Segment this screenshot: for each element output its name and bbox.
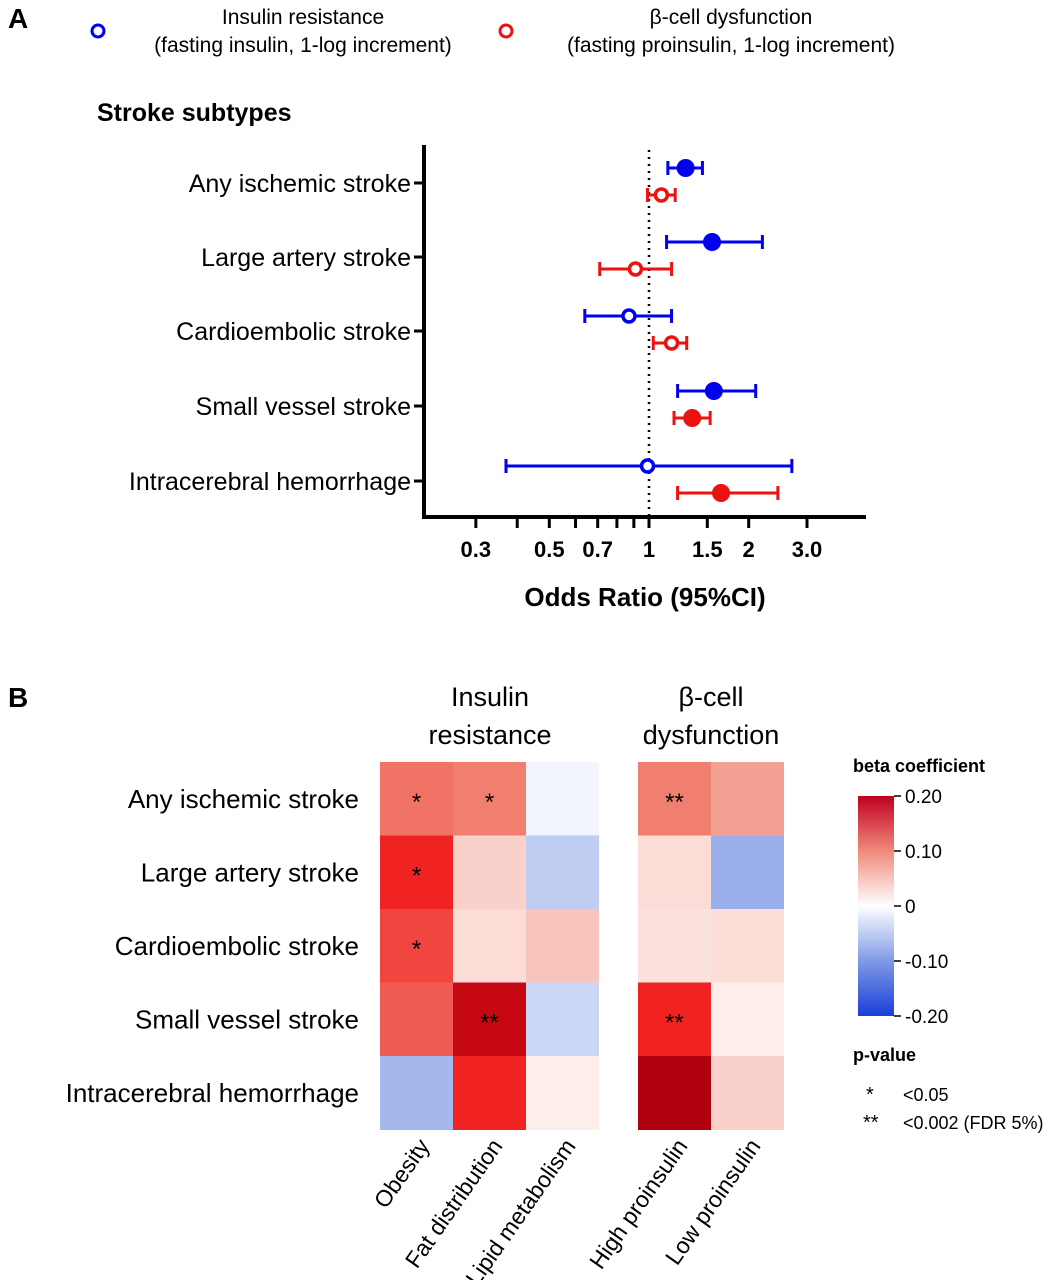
point-estimate	[653, 187, 670, 203]
y-tick-group: Any ischemic stroke Large artery stroke Ca…	[129, 170, 424, 496]
colorbar-title: beta coefficient	[853, 756, 985, 776]
panel-b-label: B	[8, 682, 28, 713]
heatmap-cell	[453, 762, 526, 836]
x-tick-label: 2	[743, 537, 755, 562]
heatmap-cell	[526, 982, 599, 1057]
heatmap-cell	[711, 909, 784, 983]
y-tick-label: Large artery stroke	[201, 244, 411, 272]
heatmap-cell	[453, 1056, 526, 1130]
heatmap-row-label: Small vessel stroke	[135, 1004, 359, 1034]
colorbar-tick-label: 0.20	[905, 787, 942, 808]
colorbar-tick-label: -0.10	[905, 952, 948, 973]
heatmap-row-label: Large artery stroke	[141, 857, 359, 887]
point-estimate	[683, 409, 702, 427]
significance-marker: **	[480, 1009, 499, 1036]
pvalue-symbol-2: **	[863, 1112, 879, 1134]
panel-a-legend: Insulin resistance (fasting insulin, 1-l…	[90, 6, 895, 57]
x-tick-label: 0.3	[461, 537, 492, 562]
heatmap-cell	[526, 1056, 599, 1130]
heatmap-cell	[380, 835, 453, 910]
y-tick-label: Any ischemic stroke	[189, 170, 411, 198]
x-tick-label: 0.5	[534, 537, 565, 562]
heatmap-cell	[380, 1056, 453, 1130]
heatmap-cell	[711, 1056, 784, 1130]
heatmap-cell	[711, 762, 784, 836]
heatmap-cell	[453, 982, 526, 1057]
group-header-beta-line2: dysfunction	[643, 720, 780, 750]
y-tick-label: Cardioembolic stroke	[176, 318, 411, 346]
heatmap-cell	[638, 762, 711, 836]
pvalue-text-2: <0.002 (FDR 5%)	[903, 1113, 1044, 1133]
pvalue-legend-title: p-value	[853, 1045, 916, 1065]
point-estimate	[676, 159, 695, 177]
heatmap-cell	[453, 909, 526, 983]
heatmap-cell	[638, 982, 711, 1057]
heatmap-row-label: Any ischemic stroke	[128, 784, 359, 814]
significance-marker: *	[412, 789, 421, 816]
legend-insulin-resistance-line2: (fasting insulin, 1-log increment)	[154, 34, 452, 57]
significance-marker: **	[665, 1009, 684, 1036]
heatmap-cell	[380, 762, 453, 836]
pvalue-text-1: <0.05	[903, 1085, 949, 1105]
y-tick-label: Small vessel stroke	[196, 393, 411, 421]
significance-marker: *	[412, 862, 421, 889]
point-estimate	[703, 233, 722, 251]
panel-a-label: A	[8, 3, 28, 34]
legend-beta-cell-line1: β-cell dysfunction	[650, 6, 813, 29]
heatmap-row-label: Intracerebral hemorrhage	[66, 1078, 359, 1108]
point-estimate	[663, 335, 680, 351]
colorbar-tick-label: 0.10	[905, 842, 942, 863]
x-axis-label: Odds Ratio (95%CI)	[524, 582, 765, 612]
colorbar	[858, 796, 894, 1016]
significance-marker: *	[412, 936, 421, 963]
heatmap-cell	[526, 835, 599, 910]
error-bar-group	[504, 159, 794, 502]
heatmap-cell	[711, 982, 784, 1057]
legend-beta-cell-line2: (fasting proinsulin, 1-log increment)	[567, 34, 895, 57]
pvalue-symbol-1: *	[866, 1084, 874, 1106]
heatmap-cells: * * ****** **	[380, 762, 784, 1130]
point-estimate	[621, 308, 637, 324]
heatmap-row-labels: Any ischemic stroke Large artery stroke Ca…	[66, 784, 359, 1108]
heatmap-cell	[638, 835, 711, 910]
colorbar-tick-label: -0.20	[905, 1007, 948, 1028]
heatmap-cell	[526, 762, 599, 836]
group-header-insulin-line2: resistance	[428, 720, 551, 750]
heatmap-cell	[380, 982, 453, 1057]
group-header-beta-line1: β-cell	[678, 682, 743, 712]
colorbar-ticks: 0.20 0.10 0 -0.10 -0.20	[894, 787, 948, 1028]
heatmap-cell	[638, 1056, 711, 1130]
heatmap-cell	[711, 835, 784, 910]
point-estimate	[639, 458, 656, 474]
heatmap-cell	[453, 835, 526, 910]
heatmap-cell	[638, 909, 711, 983]
x-tick-label: 0.7	[582, 537, 613, 562]
x-tick-label: 3.0	[792, 537, 823, 562]
group-header-insulin-line1: Insulin	[451, 682, 529, 712]
x-tick-label: 1.5	[692, 537, 723, 562]
colorbar-tick-label: 0	[905, 897, 916, 918]
heatmap-row-label: Cardioembolic stroke	[115, 931, 359, 961]
point-estimate	[627, 261, 644, 277]
x-tick-group: 0.3 0.5 0.7 1 1.5 2 3.0	[461, 517, 823, 562]
legend-marker-beta-cell	[498, 23, 514, 39]
point-estimate	[704, 382, 723, 400]
point-estimate	[712, 484, 731, 502]
heatmap-cell	[526, 909, 599, 983]
heatmap-column-label: Obesity	[369, 1134, 435, 1213]
panel-a-title: Stroke subtypes	[97, 99, 292, 127]
heatmap-cell	[380, 909, 453, 983]
legend-marker-insulin-resistance	[90, 23, 106, 39]
significance-marker: **	[665, 789, 684, 816]
significance-marker: *	[485, 789, 494, 816]
y-tick-label: Intracerebral hemorrhage	[129, 468, 411, 496]
x-tick-label: 1	[643, 537, 655, 562]
legend-insulin-resistance-line1: Insulin resistance	[222, 6, 384, 29]
